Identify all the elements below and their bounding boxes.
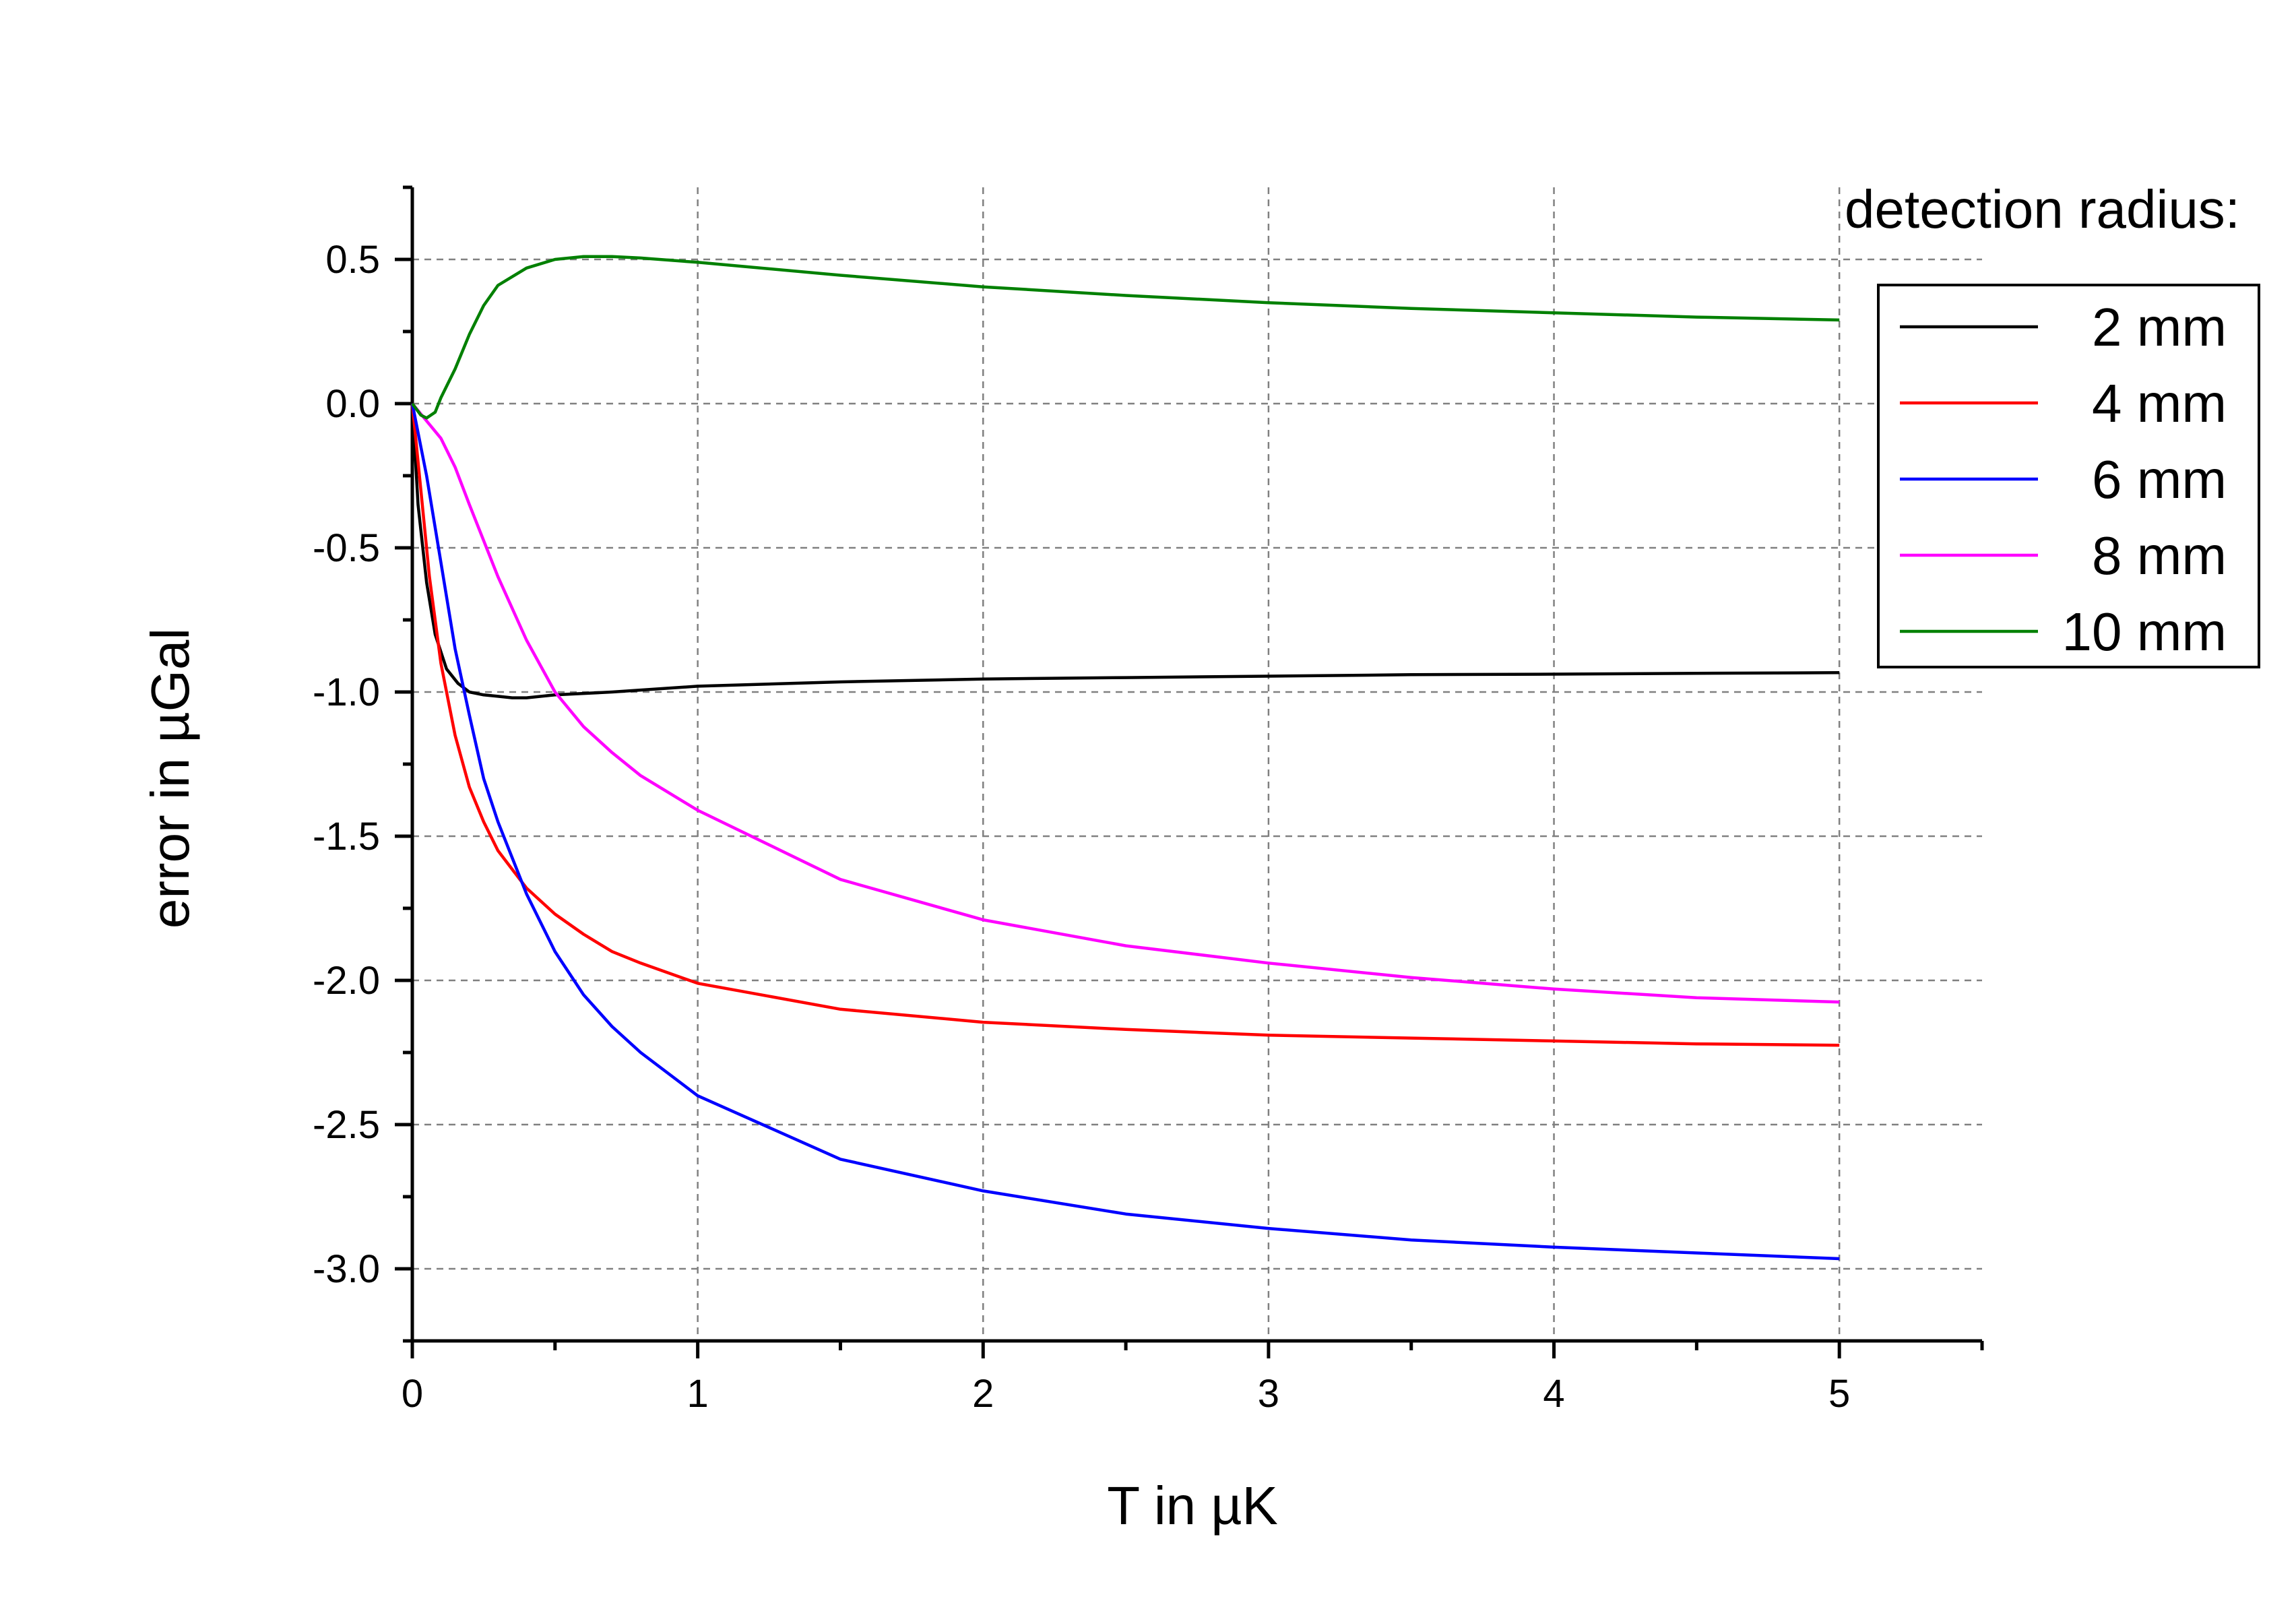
legend-box <box>1877 284 2260 668</box>
legend-label: 2 mm <box>2092 297 2227 357</box>
axes <box>395 185 1984 1358</box>
x-tick-label: 1 <box>687 1372 709 1416</box>
x-tick-label: 3 <box>1258 1372 1279 1416</box>
x-axis-title: T in µK <box>1107 1476 1278 1536</box>
series-line-2-mm <box>410 403 1840 699</box>
legend-label: 4 mm <box>2092 373 2227 433</box>
series-line-10-mm <box>411 255 1840 420</box>
legend-label: 10 mm <box>2062 602 2227 662</box>
grid-lines <box>412 187 1982 1341</box>
series-lines <box>410 255 1840 1261</box>
tick-labels: 0 1 2 3 4 5 0.5 0.0 -0.5 -1.0 -1.5 -2.0 -2.5 -3.0 <box>313 238 1850 1416</box>
series-line-6-mm <box>410 403 1840 1261</box>
y-tick-label: -2.5 <box>313 1103 380 1147</box>
y-tick-label: -1.0 <box>313 670 380 714</box>
legend: 2 mm 4 mm 6 mm 8 mm 10 mm <box>1877 284 2260 668</box>
x-tick-label: 4 <box>1543 1372 1564 1416</box>
y-tick-label: 0.0 <box>325 382 380 426</box>
series-line-4-mm <box>410 403 1840 1047</box>
x-tick-label: 5 <box>1828 1372 1850 1416</box>
x-tick-label: 0 <box>402 1372 423 1416</box>
y-tick-label: -3.0 <box>313 1247 380 1291</box>
legend-label: 8 mm <box>2092 526 2227 586</box>
y-tick-label: -1.5 <box>313 815 380 858</box>
y-tick-label: 0.5 <box>325 238 380 282</box>
series-line-8-mm <box>411 402 1840 1004</box>
y-tick-label: -2.0 <box>313 959 380 1003</box>
legend-title: detection radius: <box>1845 179 2240 239</box>
x-tick-label: 2 <box>972 1372 994 1416</box>
y-axis-title: error in µGal <box>140 628 200 929</box>
y-tick-label: -0.5 <box>313 526 380 570</box>
legend-label: 6 mm <box>2092 449 2227 509</box>
